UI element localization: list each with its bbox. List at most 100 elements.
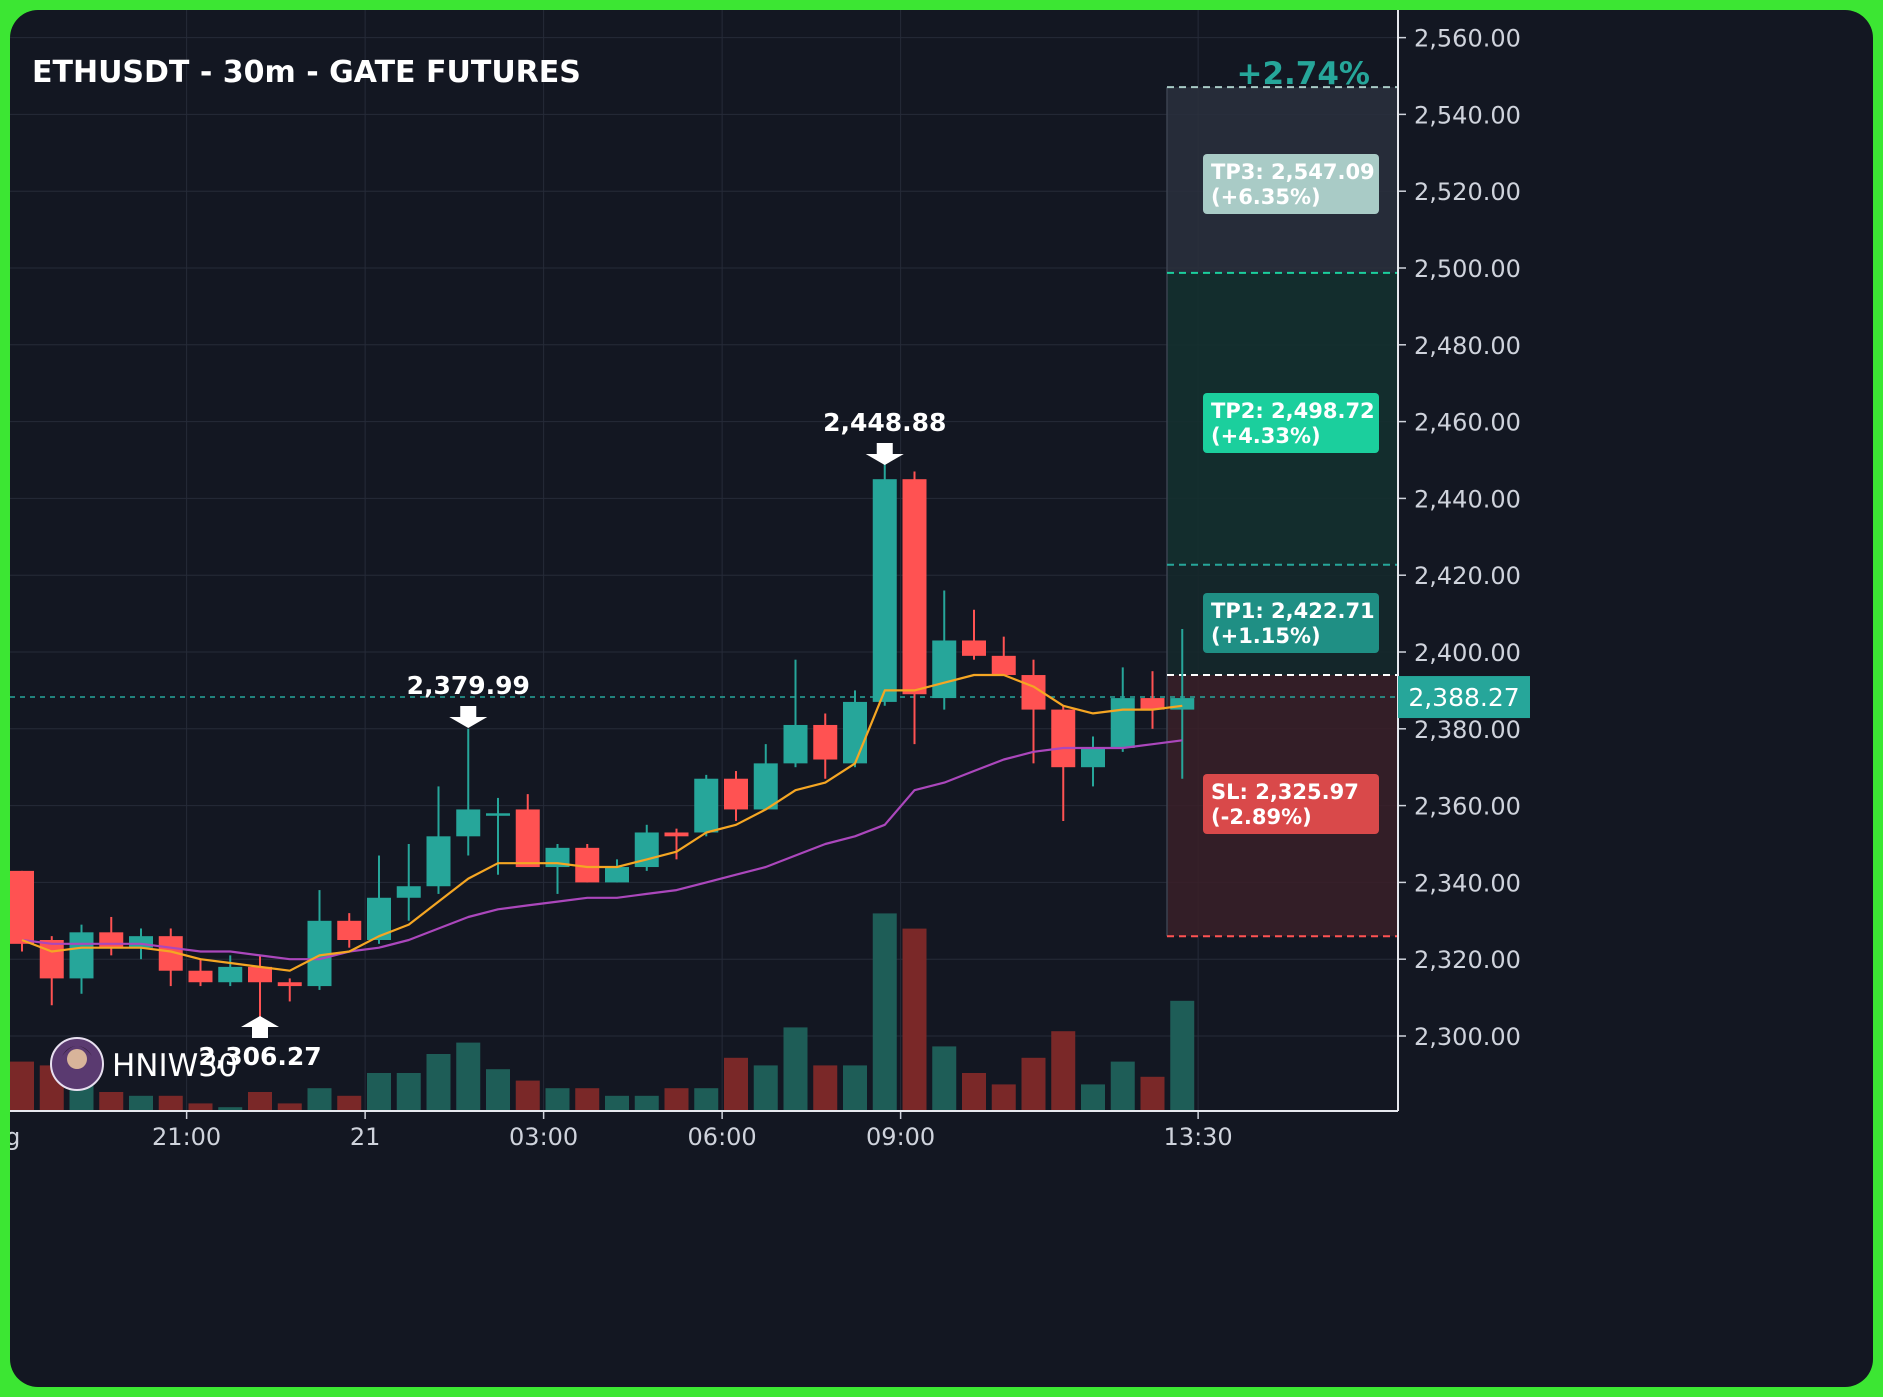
candle-body bbox=[218, 966, 243, 983]
sl-label-box bbox=[1203, 774, 1379, 834]
volume-bar bbox=[486, 1069, 510, 1111]
annotation-high: 2,448.88 bbox=[823, 408, 946, 437]
volume-bar bbox=[872, 913, 897, 1111]
volume-bar bbox=[753, 1065, 778, 1111]
candle-body bbox=[426, 836, 451, 887]
volume-bar bbox=[515, 1080, 540, 1111]
y-tick-label: 2,340.00 bbox=[1414, 869, 1521, 897]
avatar[interactable] bbox=[50, 1037, 104, 1091]
candle-body bbox=[456, 809, 481, 837]
volume-bar bbox=[843, 1065, 867, 1111]
candle-body bbox=[486, 813, 510, 816]
arrow-down-icon bbox=[449, 706, 488, 728]
tp2-label-pct: (+4.33%) bbox=[1211, 424, 1321, 448]
arrow-up-icon bbox=[241, 1016, 279, 1038]
tp1-label-pct: (+1.15%) bbox=[1211, 624, 1321, 648]
candle-body bbox=[783, 724, 808, 764]
candle-body bbox=[129, 936, 153, 948]
candle-body bbox=[396, 886, 421, 898]
chart-window: 2,300.00 2,320.00 2,340.00 2,360.00 2,380.00… bbox=[10, 10, 1873, 1387]
y-tick-label: 2,320.00 bbox=[1414, 946, 1521, 974]
y-tick-label: 2,520.00 bbox=[1414, 178, 1521, 206]
volume-bar bbox=[248, 1092, 272, 1111]
annotation-low: 2,306.27 bbox=[198, 1042, 321, 1071]
x-tick-label: 13:30 bbox=[1164, 1123, 1233, 1151]
volume-bar bbox=[1081, 1084, 1105, 1111]
candle-body bbox=[664, 832, 689, 837]
candle-body bbox=[724, 778, 748, 810]
x-tick-label: 21:00 bbox=[152, 1123, 221, 1151]
ema-slow-line bbox=[21, 739, 1183, 961]
candle-body bbox=[991, 655, 1016, 676]
tp1-label-box bbox=[1203, 593, 1379, 653]
price-tag bbox=[1398, 676, 1530, 719]
chart-title: ETHUSDT - 30m - GATE FUTURES bbox=[32, 55, 581, 90]
candle-body bbox=[1051, 709, 1076, 768]
volume-bar bbox=[694, 1088, 719, 1111]
y-tick-label: 2,400.00 bbox=[1414, 639, 1521, 667]
x-tick-label: ug bbox=[10, 1123, 20, 1151]
volume-bar bbox=[367, 1073, 391, 1111]
price-tag-label: 2,388.27 bbox=[1408, 683, 1519, 712]
volume-bar bbox=[991, 1084, 1016, 1111]
candle-body bbox=[337, 920, 362, 940]
volume-bar bbox=[1140, 1076, 1165, 1111]
volume-bar bbox=[634, 1095, 659, 1111]
candle-body bbox=[1110, 698, 1135, 748]
sl-label-title: SL: 2,325.97 bbox=[1211, 780, 1359, 804]
y-tick-label: 2,540.00 bbox=[1414, 101, 1521, 129]
y-tick-label: 2,460.00 bbox=[1414, 409, 1521, 437]
candle-body bbox=[902, 479, 927, 695]
ema-fast-line bbox=[21, 673, 1183, 972]
candle-body bbox=[843, 701, 867, 764]
volume-bar bbox=[337, 1095, 362, 1111]
volume-bar bbox=[456, 1042, 481, 1111]
candle-body bbox=[39, 940, 64, 979]
candle-body bbox=[515, 809, 540, 868]
x-tick-label: 21 bbox=[350, 1123, 381, 1151]
volume-bar bbox=[545, 1088, 570, 1111]
volume-bar bbox=[99, 1092, 124, 1111]
volume-bar bbox=[932, 1046, 957, 1111]
volume-bar bbox=[724, 1057, 748, 1111]
avatar-face bbox=[67, 1049, 87, 1069]
volume-bar bbox=[813, 1065, 838, 1111]
volume-bar bbox=[218, 1107, 243, 1111]
candle-body bbox=[188, 970, 213, 983]
volume-bar bbox=[396, 1073, 421, 1111]
y-tick-label: 2,420.00 bbox=[1414, 562, 1521, 590]
avatar-hair bbox=[62, 1046, 92, 1056]
x-tick-label: 03:00 bbox=[509, 1123, 578, 1151]
volume-bar bbox=[783, 1027, 808, 1111]
x-tick-label: 06:00 bbox=[688, 1123, 757, 1151]
candle-body bbox=[813, 724, 838, 760]
axes: 2,300.00 2,320.00 2,340.00 2,360.00 2,380.00… bbox=[10, 10, 1521, 1151]
volume-bar bbox=[426, 1054, 451, 1111]
watermark-text: HNIW30 bbox=[112, 1048, 238, 1084]
y-tick-label: 2,440.00 bbox=[1414, 485, 1521, 513]
volume-bar bbox=[307, 1088, 332, 1111]
candles bbox=[10, 463, 1195, 1017]
annotation-mid: 2,379.99 bbox=[407, 671, 530, 700]
candle-body bbox=[99, 932, 124, 948]
candle-body bbox=[932, 640, 957, 699]
volume-bar bbox=[1021, 1057, 1046, 1111]
volume-bar bbox=[902, 928, 927, 1111]
tp1-label-title: TP1: 2,422.71 bbox=[1211, 599, 1375, 623]
ema-lines bbox=[21, 673, 1183, 972]
volume-bar bbox=[1110, 1061, 1135, 1111]
sl-label-pct: (-2.89%) bbox=[1211, 805, 1312, 829]
labels: 2,388.27 TP3: 2,547.09(+6.35%) TP2: 2,498.… bbox=[198, 154, 1530, 1071]
volume-bar bbox=[1051, 1031, 1076, 1111]
candle-body bbox=[1081, 748, 1105, 768]
candle-body bbox=[277, 982, 302, 987]
volume-bar bbox=[605, 1095, 629, 1111]
candle-body bbox=[1170, 698, 1195, 710]
y-tick-label: 2,500.00 bbox=[1414, 255, 1521, 283]
candlestick-chart[interactable]: 2,300.00 2,320.00 2,340.00 2,360.00 2,380.00… bbox=[10, 10, 1873, 1387]
y-tick-label: 2,300.00 bbox=[1414, 1023, 1521, 1051]
volume-bar bbox=[129, 1095, 153, 1111]
change-percent: +2.74% bbox=[1236, 56, 1370, 92]
candle-body bbox=[694, 778, 719, 833]
y-tick-label: 2,380.00 bbox=[1414, 716, 1521, 744]
